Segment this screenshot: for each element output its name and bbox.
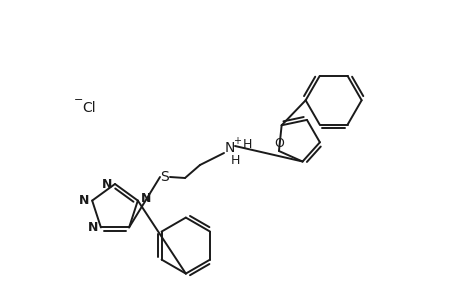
Text: N: N (101, 178, 112, 191)
Text: N: N (87, 221, 98, 234)
Text: H: H (230, 154, 239, 167)
Text: N: N (224, 141, 235, 155)
Text: S: S (160, 170, 169, 184)
Text: Cl: Cl (82, 101, 95, 115)
Text: N: N (140, 192, 151, 205)
Text: +: + (233, 136, 241, 146)
Text: H: H (242, 139, 251, 152)
Text: O: O (274, 137, 283, 150)
Text: N: N (78, 194, 89, 207)
Text: −: − (74, 95, 84, 105)
